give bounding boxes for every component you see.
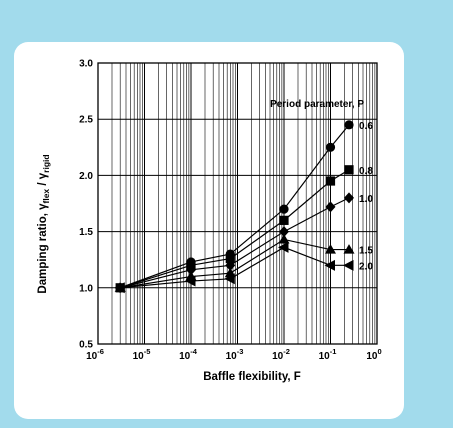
series-layer: 0.6 0.8 1.0 1.5 2.0 xyxy=(114,120,373,294)
y-tick-label: 3.0 xyxy=(79,59,93,70)
series-label: 1.5 xyxy=(359,246,373,257)
x-tick-exponent: 0 xyxy=(377,347,381,356)
x-tick-label: 10-3 xyxy=(226,347,244,362)
y-label-sub-rigid: rigid xyxy=(41,154,51,172)
marker-triangle-left xyxy=(324,259,335,271)
marker-square xyxy=(325,176,336,186)
x-tick-base: 10 xyxy=(272,351,284,362)
y-tick-label: 1.0 xyxy=(79,283,93,294)
y-tick-label: 0.5 xyxy=(79,340,93,351)
marker-triangle-left xyxy=(114,282,125,294)
grid-lines xyxy=(97,62,377,345)
marker-diamond xyxy=(325,201,336,213)
y-label-sub-flex: flex xyxy=(41,189,51,204)
x-axis-label: Baffle flexibility, F xyxy=(203,371,301,383)
x-tick-label: 10-4 xyxy=(179,347,198,362)
marker-diamond xyxy=(279,226,289,238)
y-tick-label: 1.5 xyxy=(79,227,93,238)
series-1.5: 1.5 xyxy=(114,233,373,292)
marker-triangle-left xyxy=(278,241,289,253)
x-tick-label: 10-1 xyxy=(319,347,337,362)
x-tick-base: 10 xyxy=(179,351,191,362)
x-tick-exponent: -3 xyxy=(237,347,244,356)
marker-square xyxy=(344,165,354,175)
damping-ratio-chart: 0.60.81.01.52.0 10-6 10-5 10-4 10-3 10-2 10-1… xyxy=(37,59,382,384)
series-2.0: 2.0 xyxy=(114,241,373,294)
series-label: 1.0 xyxy=(359,194,373,205)
marker-circle xyxy=(325,142,336,152)
x-tick-exponent: -2 xyxy=(283,347,290,356)
x-tick-label: 10-6 xyxy=(86,347,104,362)
series-line xyxy=(119,124,350,289)
series-0.8: 0.8 xyxy=(115,165,373,293)
marker-triangle-left xyxy=(224,273,235,285)
x-tick-label: 10-5 xyxy=(133,347,151,362)
series-label: 0.8 xyxy=(359,166,373,177)
x-tick-exponent: -1 xyxy=(330,347,337,356)
x-tick-exponent: -6 xyxy=(97,347,104,356)
marker-triangle-up xyxy=(325,244,336,254)
y-label-gamma-2: γ xyxy=(37,172,49,179)
marker-square xyxy=(225,253,235,264)
marker-diamond xyxy=(225,259,236,271)
x-tick-base: 10 xyxy=(366,351,378,362)
marker-diamond xyxy=(186,264,196,276)
y-label-separator: / xyxy=(37,179,49,189)
y-tick-labels: 0.5 1.0 1.5 2.0 2.5 3.0 xyxy=(79,59,93,351)
y-label-prefix: Damping ratio, xyxy=(37,210,49,294)
marker-circle xyxy=(344,120,354,130)
x-tick-base: 10 xyxy=(86,351,98,362)
marker-triangle-up xyxy=(343,244,355,254)
chart-card: 0.6 0.8 1.0 1.5 2.0 10-6 10-5 10-4 10-3 10-2 10-1… xyxy=(14,42,404,419)
marker-square xyxy=(279,215,289,225)
marker-circle xyxy=(279,204,289,214)
x-tick-label: 100 xyxy=(366,347,381,362)
x-tick-base: 10 xyxy=(226,351,238,362)
series-label: 0.6 xyxy=(359,121,373,132)
x-tick-exponent: -4 xyxy=(190,347,197,356)
series-label: 2.0 xyxy=(359,261,373,272)
y-axis-label: Damping ratio, γflex / γrigid xyxy=(37,154,51,293)
legend-title: Period parameter, P xyxy=(270,99,364,110)
marker-triangle-up xyxy=(278,233,290,244)
y-tick-label: 2.0 xyxy=(79,171,93,182)
x-tick-base: 10 xyxy=(319,351,331,362)
y-label-gamma-1: γ xyxy=(37,203,49,210)
x-tick-base: 10 xyxy=(133,351,145,362)
plot-frame xyxy=(97,62,378,345)
x-tick-labels: 10-6 10-5 10-4 10-3 10-2 10-1 100 xyxy=(86,347,382,362)
x-tick-label: 10-2 xyxy=(272,347,290,362)
marker-diamond xyxy=(344,192,355,204)
marker-triangle-left xyxy=(185,275,196,287)
marker-triangle-left xyxy=(343,259,354,271)
x-tick-exponent: -5 xyxy=(144,347,151,356)
y-tick-label: 2.5 xyxy=(79,115,93,126)
